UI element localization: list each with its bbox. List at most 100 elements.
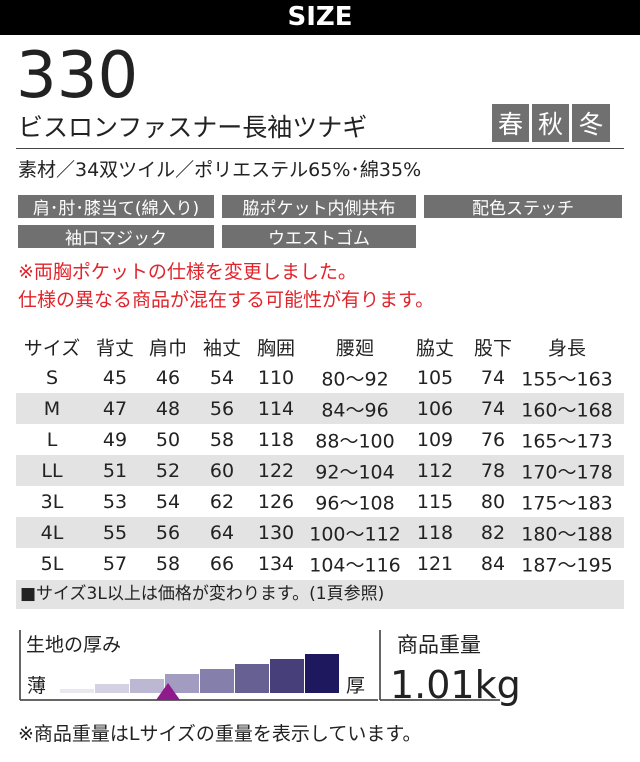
table-cell: 84～96 bbox=[321, 399, 389, 421]
header-title: SIZE bbox=[287, 2, 353, 32]
table-cell: 109 bbox=[416, 428, 454, 451]
thin-label: 薄 bbox=[27, 675, 47, 697]
table-cell: 47 bbox=[102, 397, 128, 420]
feature-tag: 脇ポケット内側共布 bbox=[222, 195, 416, 219]
table-cell: 165～173 bbox=[521, 430, 613, 452]
table-cell: 56 bbox=[155, 521, 181, 544]
scale-bar bbox=[130, 679, 164, 693]
table-cell: 62 bbox=[209, 490, 235, 513]
row-shade bbox=[16, 455, 624, 486]
table-cell: 50 bbox=[155, 428, 181, 451]
table-cell: 56 bbox=[209, 397, 235, 420]
row-shade bbox=[16, 393, 624, 424]
scale-bar bbox=[60, 689, 94, 693]
table-cell: 78 bbox=[480, 459, 506, 482]
table-cell: 60 bbox=[209, 459, 235, 482]
feature-tag: 肩･肘･膝当て(綿入り) bbox=[18, 195, 214, 219]
table-cell: 48 bbox=[155, 397, 181, 420]
table-cell: 121 bbox=[416, 552, 454, 575]
table-cell: 130 bbox=[257, 521, 295, 544]
table-cell: 88～100 bbox=[315, 430, 395, 452]
table-cell: 96～108 bbox=[315, 492, 395, 514]
feature-tag: 袖口マジック bbox=[18, 225, 214, 249]
table-cell: 45 bbox=[102, 366, 128, 389]
table-cell: S bbox=[45, 366, 59, 389]
table-header: 股下 bbox=[473, 337, 513, 359]
table-cell: LL bbox=[41, 459, 63, 482]
table-cell: 114 bbox=[257, 397, 295, 420]
feature-tag: 配色ステッチ bbox=[424, 195, 622, 219]
weight-note: ※商品重量はLサイズの重量を表示しています。 bbox=[18, 723, 422, 745]
table-cell: 82 bbox=[480, 521, 506, 544]
footnote: ■サイズ3L以上は価格が変わります。(1頁参照) bbox=[20, 584, 385, 604]
table-cell: 105 bbox=[416, 366, 454, 389]
table-cell: 46 bbox=[155, 366, 181, 389]
table-cell: 118 bbox=[416, 521, 454, 544]
table-header: 脇丈 bbox=[415, 337, 455, 359]
season-tag: 冬 bbox=[572, 104, 610, 142]
table-cell: 58 bbox=[209, 428, 235, 451]
table-cell: 92～104 bbox=[315, 461, 395, 483]
table-cell: 160～168 bbox=[521, 399, 613, 421]
table-cell: 55 bbox=[102, 521, 128, 544]
table-cell: 118 bbox=[257, 428, 295, 451]
season-tag: 春 bbox=[492, 104, 529, 142]
table-cell: 80 bbox=[480, 490, 506, 513]
table-cell: 51 bbox=[102, 459, 128, 482]
table-header: 胸囲 bbox=[256, 337, 296, 359]
table-cell: 53 bbox=[102, 490, 128, 513]
scale-bar bbox=[305, 654, 339, 693]
table-cell: 110 bbox=[257, 366, 295, 389]
table-cell: 4L bbox=[40, 521, 64, 544]
table-cell: 115 bbox=[416, 490, 454, 513]
table-cell: 54 bbox=[209, 366, 235, 389]
table-cell: 74 bbox=[480, 397, 506, 420]
weight-value: 1.01kg bbox=[390, 663, 521, 707]
table-cell: 64 bbox=[209, 521, 235, 544]
table-header: 腰廻 bbox=[335, 337, 375, 359]
season-tag: 秋 bbox=[532, 104, 569, 142]
weight-label: 商品重量 bbox=[397, 633, 481, 657]
scale-bar bbox=[235, 664, 269, 693]
scale-bar bbox=[95, 684, 129, 693]
table-cell: 100～112 bbox=[309, 523, 401, 545]
table-cell: 106 bbox=[416, 397, 454, 420]
scale-bar bbox=[200, 669, 234, 693]
table-cell: 54 bbox=[155, 490, 181, 513]
table-cell: 57 bbox=[102, 552, 128, 575]
divider bbox=[16, 148, 624, 149]
table-cell: 134 bbox=[257, 552, 295, 575]
table-header: 身長 bbox=[547, 337, 587, 359]
table-cell: 126 bbox=[257, 490, 295, 513]
level-marker bbox=[156, 683, 180, 700]
table-cell: 187～195 bbox=[521, 554, 613, 576]
table-cell: 3L bbox=[40, 490, 64, 513]
table-cell: 175～183 bbox=[521, 492, 613, 514]
table-header: 背丈 bbox=[95, 337, 135, 359]
table-cell: 49 bbox=[102, 428, 128, 451]
notice: 仕様の異なる商品が混在する可能性が有ります。 bbox=[18, 289, 435, 311]
header-bar bbox=[0, 0, 640, 35]
table-cell: 66 bbox=[209, 552, 235, 575]
row-shade bbox=[16, 517, 624, 548]
thickness-label: 生地の厚み bbox=[26, 634, 122, 656]
model-number: 330 bbox=[16, 39, 139, 113]
scale-bar bbox=[165, 674, 199, 693]
table-cell: 52 bbox=[155, 459, 181, 482]
table-cell: 112 bbox=[416, 459, 454, 482]
thickness-scale bbox=[19, 630, 500, 701]
table-cell: M bbox=[43, 397, 61, 420]
footnote-bg bbox=[16, 580, 624, 609]
table-cell: L bbox=[46, 428, 58, 451]
table-cell: 80～92 bbox=[321, 368, 389, 390]
table-cell: 5L bbox=[40, 552, 64, 575]
table-header: 袖丈 bbox=[202, 337, 242, 359]
table-cell: 104～116 bbox=[309, 554, 401, 576]
table-cell: 155～163 bbox=[521, 368, 613, 390]
thick-label: 厚 bbox=[346, 675, 366, 697]
notice: ※両胸ポケットの仕様を変更しました。 bbox=[18, 261, 357, 283]
table-cell: 76 bbox=[480, 428, 506, 451]
material: 素材／34双ツイル／ポリエステル65%･綿35% bbox=[18, 159, 422, 181]
product-name: ビスロンファスナー長袖ツナギ bbox=[18, 113, 368, 142]
